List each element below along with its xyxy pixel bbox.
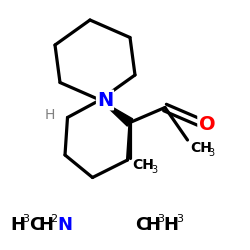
Text: H: H bbox=[10, 216, 25, 234]
Text: 3: 3 bbox=[22, 214, 29, 224]
Text: CH: CH bbox=[132, 158, 154, 172]
Text: N: N bbox=[97, 90, 113, 110]
Text: 3: 3 bbox=[151, 165, 158, 175]
Text: 3: 3 bbox=[157, 214, 164, 224]
Text: H: H bbox=[164, 216, 179, 234]
Text: C: C bbox=[135, 216, 148, 234]
Text: 2: 2 bbox=[50, 214, 57, 224]
Polygon shape bbox=[100, 100, 133, 126]
Text: N: N bbox=[57, 216, 72, 234]
Text: O: O bbox=[199, 116, 216, 134]
Text: H: H bbox=[145, 216, 160, 234]
Text: C: C bbox=[29, 216, 42, 234]
Text: 3: 3 bbox=[176, 214, 183, 224]
Text: H: H bbox=[39, 216, 54, 234]
Text: 3: 3 bbox=[209, 148, 215, 158]
Text: H: H bbox=[45, 108, 55, 122]
Text: CH: CH bbox=[190, 140, 212, 154]
